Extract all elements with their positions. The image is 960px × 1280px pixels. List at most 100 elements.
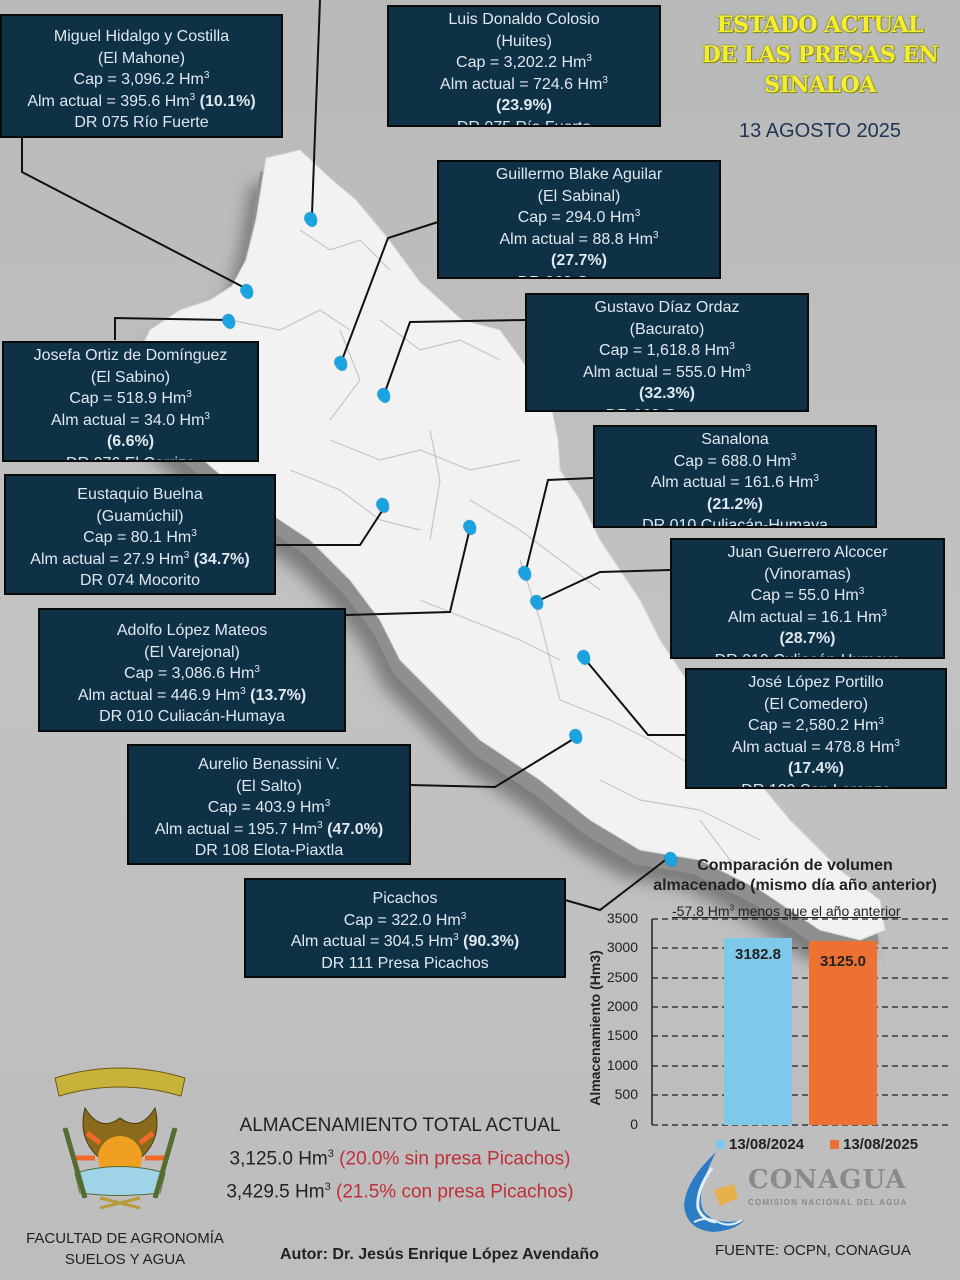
dam-district: DR 074 Mocorito (79, 572, 201, 589)
report-date: 13 AGOSTO 2025 (739, 120, 901, 142)
dam-capacity: Cap = 518.9 Hm3 (69, 389, 192, 408)
dam-name: José López Portillo (748, 674, 884, 691)
dam-alias: (El Mahone) (97, 49, 186, 67)
chart-subtitle: -57.8 Hm3 menos que el año anterior (672, 903, 901, 919)
dam-percent: (32.3%) (638, 385, 696, 402)
title-line-2: DE LAS PRESAS EN (701, 42, 939, 68)
dam-district: DR 111 Presa Picachos (321, 954, 489, 972)
dam-alias: (Bacurato) (629, 320, 705, 338)
dam-capacity: Cap = 688.0 Hm3 (673, 451, 797, 470)
dam-percent: (34.7%) (193, 550, 250, 568)
dam-alias: (El Comedero) (763, 695, 869, 713)
dam-storage: Alm actual = 304.5 Hm3 (90.3%) (290, 932, 520, 951)
dam-storage: Alm actual = 724.6 Hm3 (440, 74, 608, 93)
dam-district: DR 108 Elota-Piaxtla (194, 842, 344, 859)
dam-percent: (47.0%) (327, 820, 384, 838)
dam-capacity: Cap = 403.9 Hm3 (207, 798, 331, 817)
totals-row-without-picachos: 3,125.0 Hm3 (20.0% sin presa Picachos) (229, 1148, 571, 1170)
chart-title: Comparación de volumen almacenado (mismo… (653, 857, 937, 894)
conagua-subtitle: COMISION NACIONAL DEL AGUA (748, 1198, 908, 1207)
dam-percent: (17.4%) (787, 760, 845, 777)
dam-card-comedero[interactable]: José López Portillo (El Comedero) Cap = … (685, 668, 947, 789)
dam-percent: (10.1%) (199, 92, 256, 110)
dam-card-salto[interactable]: Aurelio Benassini V. (El Salto) Cap = 40… (127, 744, 411, 865)
page-title: ESTADO ACTUAL DE LAS PRESAS EN SINALOA (680, 10, 960, 100)
dam-name: Sanalona (701, 431, 769, 448)
dam-name: Miguel Hidalgo y Costilla (53, 28, 230, 45)
y-tick: 1500 (606, 1027, 638, 1043)
legend-item-2024: 13/08/2024 (716, 1136, 804, 1153)
totals-heading: ALMACENAMIENTO TOTAL ACTUAL (239, 1115, 561, 1136)
dam-name: Aurelio Benassini V. (198, 756, 340, 773)
dam-storage: Alm actual = 16.1 Hm3 (728, 607, 887, 626)
dam-storage: Alm actual = 161.6 Hm3 (651, 473, 819, 492)
y-axis-label: Almacenamiento (Hm3) (587, 950, 603, 1106)
dam-capacity: Cap = 3,202.2 Hm3 (456, 53, 592, 72)
dam-district: DR 063 Guasave (527, 405, 807, 411)
dam-alias: (El Varejonal) (144, 643, 240, 661)
dam-capacity: Cap = 3,086.6 Hm3 (124, 664, 260, 683)
y-tick: 0 (630, 1116, 638, 1132)
dam-card-sanalona[interactable]: Sanalona Cap = 688.0 Hm3 Alm actual = 16… (593, 425, 877, 528)
dam-capacity: Cap = 3,096.2 Hm3 (73, 70, 210, 89)
dam-percent: (27.7%) (550, 252, 608, 269)
dam-card-sabinal[interactable]: Guillermo Blake Aguilar (El Sabinal) Cap… (437, 160, 721, 279)
dam-district: DR 010 Culiacán-Humaya (99, 708, 285, 725)
dam-district: DR 109 San Lorenzo (687, 780, 945, 788)
dam-percent: (23.9%) (495, 97, 553, 114)
conagua-logo-icon (684, 1152, 744, 1232)
dam-name: Luis Donaldo Colosio (448, 11, 600, 28)
dam-name: Eustaquio Buelna (77, 486, 203, 503)
dam-card-guamuchil[interactable]: Eustaquio Buelna (Guamúchil) Cap = 80.1 … (4, 474, 276, 595)
dam-card-varejonal[interactable]: Adolfo López Mateos (El Varejonal) Cap =… (38, 608, 346, 732)
dam-percent: (90.3%) (463, 933, 520, 950)
dam-percent: (6.6%) (106, 433, 155, 450)
y-tick: 500 (614, 1086, 638, 1102)
dam-storage: Alm actual = 195.7 Hm3 (47.0%) (154, 819, 384, 838)
dam-storage: Alm actual = 555.0 Hm3 (583, 362, 751, 381)
bar-2025[interactable]: 3125.0 (809, 941, 877, 1125)
dam-district: DR 063 Guasave (439, 272, 719, 278)
bar-value-label: 3182.8 (735, 946, 781, 963)
dam-capacity: Cap = 322.0 Hm3 (343, 910, 467, 929)
title-line-1: ESTADO ACTUAL (716, 12, 924, 38)
dam-card-mahone[interactable]: Miguel Hidalgo y Costilla (El Mahone) Ca… (0, 14, 283, 138)
legend-swatch-icon (716, 1140, 725, 1149)
y-tick: 2000 (606, 998, 638, 1014)
university-seal-icon (54, 1067, 186, 1210)
y-tick: 2500 (606, 969, 638, 985)
dam-district: DR 076 El Carrizo (4, 453, 257, 461)
legend-swatch-icon (830, 1140, 839, 1149)
dam-storage: Alm actual = 395.6 Hm3 (10.1%) (27, 91, 256, 110)
dam-storage: Alm actual = 88.8 Hm3 (499, 229, 659, 248)
dam-name: Juan Guerrero Alcocer (727, 544, 888, 561)
dam-card-huites[interactable]: Luis Donaldo Colosio (Huites) Cap = 3,20… (387, 5, 661, 127)
y-tick: 3000 (606, 939, 638, 955)
legend-item-2025: 13/08/2025 (830, 1136, 918, 1153)
dam-district: DR 075 Río Fuerte (456, 118, 592, 127)
data-source: FUENTE: OCPN, CONAGUA (715, 1242, 911, 1259)
dam-alias: (Huites) (495, 32, 552, 50)
dam-storage: Alm actual = 478.8 Hm3 (732, 737, 900, 756)
dam-percent: (13.7%) (250, 686, 307, 704)
dam-alias: (El Sabino) (90, 368, 171, 386)
conagua-wordmark: CONAGUA (748, 1165, 907, 1195)
dam-card-vinoramas[interactable]: Juan Guerrero Alcocer (Vinoramas) Cap = … (670, 538, 945, 659)
y-tick: 1000 (606, 1057, 638, 1073)
author-credit: Autor: Dr. Jesús Enrique López Avendaño (280, 1246, 599, 1263)
dam-storage: Alm actual = 27.9 Hm3 (34.7%) (30, 549, 250, 568)
total-storage-summary: ALMACENAMIENTO TOTAL ACTUAL 3,125.0 Hm3 … (200, 1112, 600, 1207)
dam-name: Picachos (372, 890, 438, 907)
dam-name: Josefa Ortiz de Domínguez (33, 347, 228, 364)
bar-2024[interactable]: 3182.8 (724, 938, 792, 1125)
dam-card-sabino[interactable]: Josefa Ortiz de Domínguez (El Sabino) Ca… (2, 341, 259, 462)
dam-district: DR 010 Culiacán-Humaya (672, 650, 943, 658)
bar-value-label: 3125.0 (820, 953, 866, 970)
dam-card-bacurato[interactable]: Gustavo Díaz Ordaz (Bacurato) Cap = 1,61… (525, 293, 809, 412)
dam-capacity: Cap = 80.1 Hm3 (83, 528, 197, 547)
dam-capacity: Cap = 1,618.8 Hm3 (599, 341, 735, 360)
dam-name: Adolfo López Mateos (116, 622, 268, 639)
dam-card-picachos[interactable]: Picachos Cap = 322.0 Hm3 Alm actual = 30… (244, 878, 566, 978)
dam-storage: Alm actual = 34.0 Hm3 (51, 410, 210, 429)
